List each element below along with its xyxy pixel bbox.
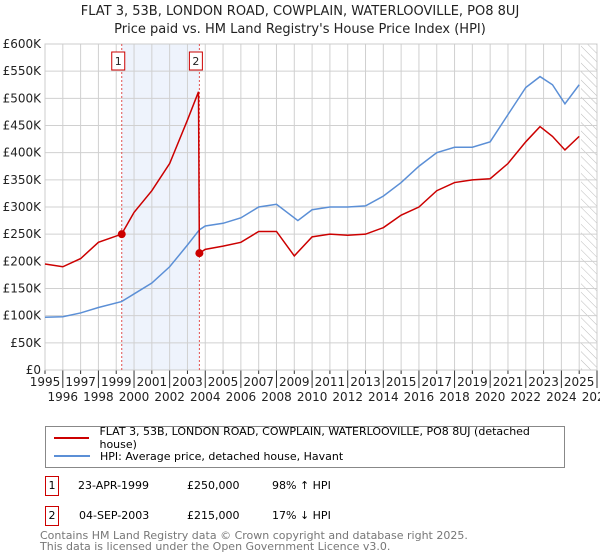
chart-plot: £0 £50K £100K £150K £200K £250K £300K £350K £400… <box>3 37 600 404</box>
plot-border <box>44 43 598 371</box>
hpi-line <box>44 75 580 319</box>
x-tick-label: 2021 <box>493 375 524 389</box>
x-tick-label: 2024 <box>546 390 577 404</box>
x-tick-label: 2011 <box>315 375 346 389</box>
x-tick-label: 2000 <box>119 390 150 404</box>
x-tick-label: 2025 <box>564 375 595 389</box>
x-tick-label: 2013 <box>350 375 381 389</box>
legend-item-hpi: HPI: Average price, detached house, Hava… <box>54 448 343 464</box>
chart-subtitle: Price paid vs. HM Land Registry's House … <box>114 22 486 37</box>
sale-price: £215,000 <box>187 509 240 522</box>
legend-label: HPI: Average price, detached house, Hava… <box>100 449 344 463</box>
sale-point <box>195 249 204 258</box>
sale-date: 04-SEP-2003 <box>79 509 150 522</box>
x-tick-label: 2008 <box>261 390 292 404</box>
x-tick-label: 2005 <box>208 375 239 389</box>
legend-label: FLAT 3, 53B, LONDON ROAD, COWPLAIN, WATE… <box>99 425 530 451</box>
y-tick-label: £350K <box>3 173 43 187</box>
x-tick-label: 2020 <box>475 390 506 404</box>
x-tick-label: 1997 <box>65 375 96 389</box>
x-tick-label: 2002 <box>154 390 185 404</box>
x-tick-label: 2018 <box>439 390 470 404</box>
footer-line: This data is licensed under the Open Gov… <box>40 540 391 553</box>
sale-price: £250,000 <box>187 479 240 492</box>
y-tick-label: £400K <box>3 146 43 160</box>
x-tick-label: 1999 <box>101 375 132 389</box>
legend-swatch-blue <box>54 455 90 457</box>
x-tick-label: 2010 <box>297 390 328 404</box>
legend: FLAT 3, 53B, LONDON ROAD, COWPLAIN, WATE… <box>45 425 565 468</box>
sale-date: 23-APR-1999 <box>78 479 150 492</box>
y-tick-label: £300K <box>3 200 43 214</box>
x-tick-label: 2023 <box>528 375 559 389</box>
x-tick-label: 2009 <box>279 375 310 389</box>
x-tick-label: 2012 <box>332 390 363 404</box>
sale-label: 1 <box>115 55 122 68</box>
x-tick-label: 2017 <box>421 375 452 389</box>
sale-badge: 1 <box>45 476 59 496</box>
y-tick-label: £50K <box>10 336 42 350</box>
y-tick-label: £250K <box>3 227 43 241</box>
y-tick-label: £150K <box>3 282 43 296</box>
sale-label: 2 <box>192 55 199 68</box>
x-tick-label: 1996 <box>48 390 79 404</box>
x-tick-label: 2001 <box>137 375 168 389</box>
x-tick-label: 2007 <box>243 375 274 389</box>
sale-hpi: 17% ↓ HPI <box>272 509 331 522</box>
legend-item-property: FLAT 3, 53B, LONDON ROAD, COWPLAIN, WATE… <box>54 425 564 451</box>
x-tick-label: 2016 <box>404 390 435 404</box>
x-tick-label: 2019 <box>457 375 488 389</box>
property-price-line <box>44 91 580 268</box>
y-tick-label: £0 <box>26 363 41 377</box>
legend-swatch-red <box>54 437 90 439</box>
sale-label-box <box>111 51 126 71</box>
y-tick-label: £100K <box>3 309 43 323</box>
sale-row-1: 1 23-APR-1999 £250,000 98% ↑ HPI <box>45 476 545 496</box>
x-tick-label: 2026 <box>582 390 600 404</box>
chart-title: FLAT 3, 53B, LONDON ROAD, COWPLAIN, WATE… <box>80 4 520 19</box>
x-tick-label: 2003 <box>172 375 203 389</box>
x-tick-label: 2022 <box>511 390 542 404</box>
sale-hpi: 98% ↑ HPI <box>272 479 331 492</box>
sale-row-2: 2 04-SEP-2003 £215,000 17% ↓ HPI <box>45 506 545 526</box>
sale-label-box <box>188 51 203 71</box>
y-tick-label: £200K <box>3 254 43 268</box>
x-tick-label: 2014 <box>368 390 399 404</box>
y-tick-label: £500K <box>3 91 43 105</box>
footer-line: Contains HM Land Registry data © Crown c… <box>40 529 468 542</box>
x-tick-label: 2006 <box>226 390 257 404</box>
y-tick-label: £450K <box>3 119 43 133</box>
x-tick-label: 2004 <box>190 390 221 404</box>
x-tick-label: 1998 <box>83 390 114 404</box>
sale-point <box>117 230 126 239</box>
y-tick-label: £600K <box>3 37 43 51</box>
y-tick-label: £550K <box>3 64 43 78</box>
x-tick-label: 1995 <box>30 375 61 389</box>
x-tick-label: 2015 <box>386 375 417 389</box>
footer: Contains HM Land Registry data © Crown c… <box>40 530 468 552</box>
sale-badge: 2 <box>45 506 59 526</box>
